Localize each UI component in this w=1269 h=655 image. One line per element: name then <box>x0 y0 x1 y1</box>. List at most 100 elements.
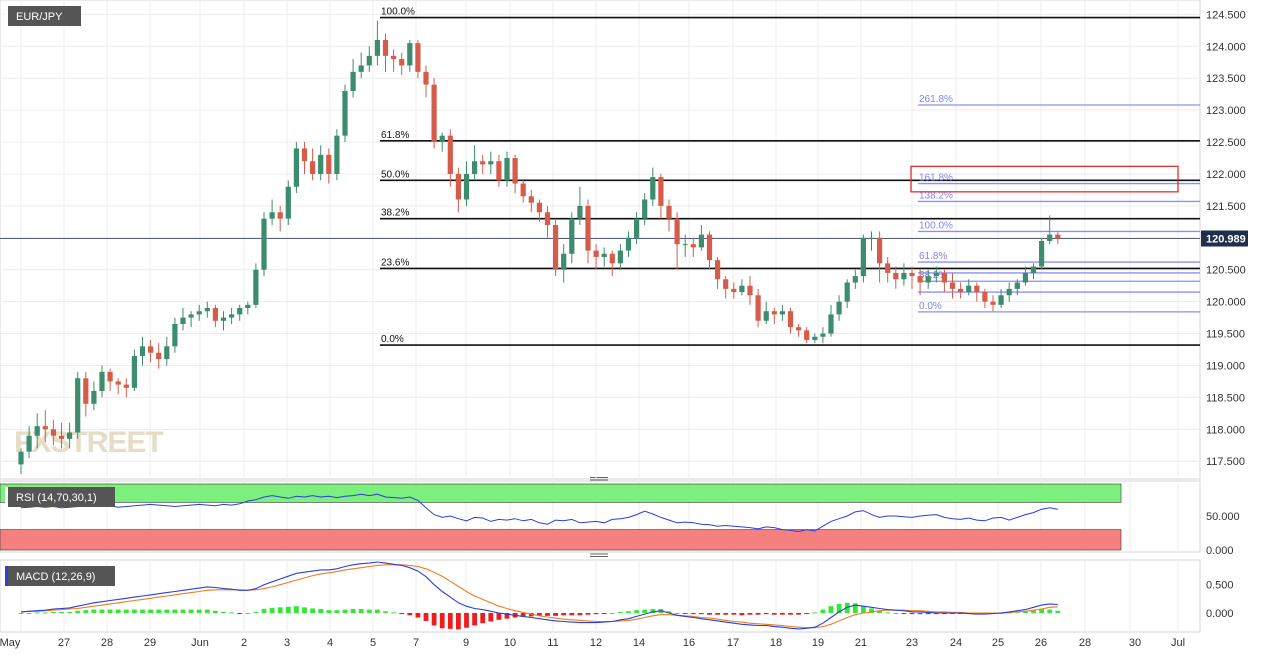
candle-body <box>237 308 243 315</box>
candle-body <box>747 285 753 296</box>
candle-body <box>544 212 551 226</box>
candle-body <box>107 371 113 382</box>
fib-main-label: 61.8% <box>381 130 409 141</box>
price-tick-label: 124.000 <box>1206 41 1246 53</box>
macd-histogram-bar <box>545 613 550 616</box>
macd-title: MACD (12,26,9) <box>16 571 95 583</box>
x-tick-label: 14 <box>633 637 645 649</box>
candle-body <box>974 285 980 293</box>
macd-line <box>20 561 1058 630</box>
candle-body <box>917 276 923 283</box>
x-tick-label: 10 <box>504 637 516 649</box>
macd-histogram-bar <box>204 609 210 613</box>
price-tick-label: 122.000 <box>1206 169 1246 181</box>
candle-body <box>399 59 405 66</box>
price-tick-label: 121.500 <box>1206 201 1246 213</box>
candle-body <box>868 237 875 239</box>
candle-body <box>609 253 615 264</box>
candle-body <box>326 154 332 174</box>
macd-histogram-bar <box>577 613 583 616</box>
candle-body <box>123 384 129 388</box>
macd-histogram-bar <box>294 606 299 613</box>
price-tick-label: 119.000 <box>1206 360 1245 372</box>
x-tick-label: 5 <box>370 637 376 649</box>
macd-histogram-bar <box>682 613 688 614</box>
x-tick-label: Jun <box>191 637 209 649</box>
candle-body <box>301 148 308 162</box>
candle-body <box>504 158 510 181</box>
candle-body <box>958 288 964 293</box>
macd-histogram-bar <box>383 611 388 613</box>
macd-histogram-bar <box>123 609 129 613</box>
candle-body <box>601 253 607 257</box>
macd-histogram-bar <box>504 613 510 619</box>
candle-body <box>909 272 915 277</box>
x-tick-label: 9 <box>463 637 469 649</box>
candle-body <box>925 276 931 283</box>
macd-histogram-bar <box>358 609 364 613</box>
macd-histogram-bar <box>755 613 761 615</box>
macd-histogram-bar <box>1023 611 1028 613</box>
candle-body <box>261 218 267 270</box>
candle-body <box>634 218 640 238</box>
x-tick-label: 12 <box>590 637 602 649</box>
price-tick-label: 117.500 <box>1206 456 1245 468</box>
candle-body <box>577 205 583 219</box>
candle-body <box>164 346 170 360</box>
candle-body <box>666 205 672 219</box>
candle-body <box>293 148 299 187</box>
macd-histogram-bar <box>869 608 874 613</box>
macd-histogram-bar <box>747 613 753 615</box>
candle-body <box>229 314 235 318</box>
candle-body <box>561 253 567 270</box>
macd-histogram-bar <box>399 613 405 614</box>
macd-badge[interactable] <box>5 566 115 586</box>
candle-body <box>99 371 105 392</box>
candle-body <box>771 311 777 315</box>
price-tick-label: 120.500 <box>1206 265 1246 277</box>
macd-histogram-bar <box>537 613 542 616</box>
candle-body <box>812 336 818 340</box>
fib-main-label: 23.6% <box>381 257 409 268</box>
macd-histogram-bar <box>942 613 947 615</box>
panel-splitter-2[interactable] <box>590 553 608 557</box>
macd-histogram-bar <box>423 613 429 621</box>
macd-histogram-bar <box>885 612 891 614</box>
macd-histogram-bar <box>407 613 413 616</box>
target-zone-box <box>910 165 1179 193</box>
candle-body <box>828 314 834 334</box>
fib-main-label: 100.0% <box>381 7 415 18</box>
macd-histogram-bar <box>229 612 234 614</box>
candle-body <box>690 244 696 248</box>
macd-histogram-bar <box>780 613 785 615</box>
panel-splitter-1[interactable] <box>590 477 608 481</box>
macd-histogram-bar <box>472 613 477 626</box>
macd-histogram-bar <box>763 613 769 615</box>
candle-body <box>34 426 40 436</box>
price-tick-label: 124.500 <box>1206 9 1246 21</box>
macd-histogram-bar <box>488 613 494 622</box>
candle-body <box>877 237 883 264</box>
macd-histogram-bar <box>650 609 656 613</box>
x-tick-label: 27 <box>58 637 70 649</box>
macd-histogram-bar <box>480 613 486 624</box>
candle-body <box>949 282 956 289</box>
price-tick-label: 120.000 <box>1206 297 1246 309</box>
fib-secondary-label: 261.8% <box>919 94 953 105</box>
candle-body <box>804 330 810 340</box>
macd-tick-label: 0.500 <box>1206 580 1234 592</box>
macd-histogram-bar <box>715 613 720 615</box>
symbol-badge[interactable] <box>5 6 81 26</box>
rsi-badge[interactable] <box>5 487 115 507</box>
candle-body <box>26 435 32 452</box>
macd-histogram-bar <box>156 609 162 613</box>
candle-body <box>366 55 372 66</box>
macd-histogram-bar <box>723 613 729 615</box>
macd-histogram-bar <box>196 609 202 613</box>
candle-body <box>682 244 688 246</box>
candle-body <box>1030 266 1037 273</box>
candle-body <box>391 55 397 60</box>
macd-histogram-bar <box>464 613 469 628</box>
macd-histogram-bar <box>253 611 259 613</box>
